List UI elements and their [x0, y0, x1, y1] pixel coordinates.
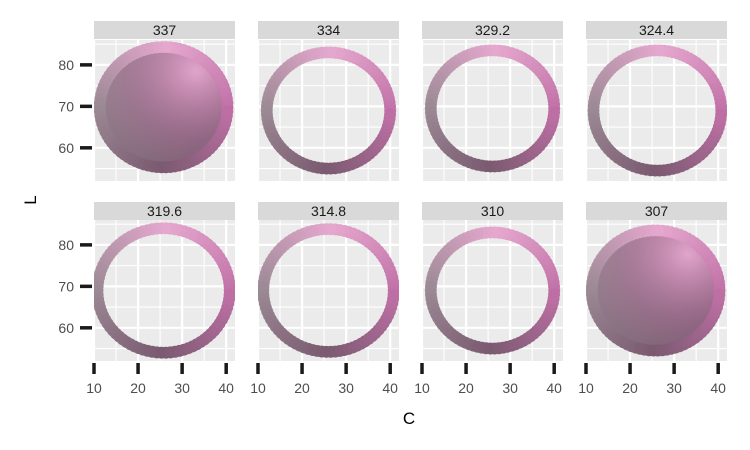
- data-point: [387, 288, 399, 301]
- x-tick-label: 10: [578, 380, 594, 396]
- disk-highlight: [99, 47, 228, 168]
- facet-strip: [422, 21, 563, 39]
- x-axis-title: C: [403, 409, 415, 428]
- disk-highlight: [591, 230, 720, 351]
- y-axis: 60 70 80 60 70 80: [58, 57, 92, 336]
- facet-strip: [586, 202, 727, 220]
- facet-panel: 329.2: [422, 21, 563, 181]
- x-axis: 10 20 30 40 10 20 30 40 10 20 30 40 10 20 30 40: [86, 363, 726, 396]
- x-tick-label: 10: [250, 380, 266, 396]
- facet-panel: 310: [422, 202, 563, 361]
- facet-strip: [258, 202, 399, 220]
- x-tick-label: 10: [414, 380, 430, 396]
- facet-strip-label: 324.4: [639, 22, 674, 38]
- facet-strip-label: 334: [317, 22, 341, 38]
- x-tick-label: 20: [130, 380, 146, 396]
- facet-strip-label: 319.6: [147, 203, 182, 219]
- data-point: [715, 108, 727, 121]
- x-tick-label: 30: [338, 380, 354, 396]
- x-tick-label: 20: [458, 380, 474, 396]
- facet-panel: 314.8: [258, 202, 399, 361]
- ring-points: [424, 44, 561, 173]
- x-tick-label: 40: [710, 380, 726, 396]
- panel-background: [422, 40, 563, 181]
- y-tick-label: 80: [58, 57, 74, 73]
- facet-strip: [94, 21, 235, 39]
- facet-strip: [586, 21, 727, 39]
- x-tick-label: 10: [86, 380, 102, 396]
- y-tick-label: 70: [58, 98, 74, 114]
- ring-points: [94, 41, 234, 174]
- x-tick-label: 30: [174, 380, 190, 396]
- y-tick-label: 60: [58, 140, 74, 156]
- ring-points: [587, 44, 727, 177]
- facet-panel: 334: [258, 21, 399, 181]
- data-point: [548, 106, 560, 119]
- ring-points: [94, 222, 235, 359]
- y-axis-title: L: [21, 195, 40, 204]
- y-tick-label: 70: [58, 278, 74, 294]
- y-tick-label: 80: [58, 237, 74, 253]
- ring-points: [258, 223, 399, 358]
- x-tick-label: 20: [294, 380, 310, 396]
- panel-background: [258, 40, 399, 181]
- ring-points: [424, 226, 561, 355]
- data-point: [221, 105, 234, 118]
- facet-strip: [94, 202, 235, 220]
- facet-strip: [258, 21, 399, 39]
- ring-points: [260, 46, 397, 175]
- y-tick-label: 60: [58, 320, 74, 336]
- facet-strip-label: 310: [481, 203, 505, 219]
- facet-panel: 307: [586, 202, 727, 361]
- data-point: [384, 108, 396, 121]
- data-point: [223, 288, 235, 301]
- data-point: [548, 288, 560, 301]
- data-point: [713, 288, 726, 301]
- facet-panel: 337: [94, 21, 235, 181]
- facet-strip-label: 314.8: [311, 203, 346, 219]
- x-tick-label: 30: [666, 380, 682, 396]
- ring-points: [586, 224, 726, 357]
- panel-background: [586, 40, 727, 181]
- facet-strip-label: 337: [153, 22, 177, 38]
- facet-strip-label: 307: [645, 203, 669, 219]
- facet-strip: [422, 202, 563, 220]
- facet-panels: 337 334 329.2 324.4 319.6 314.8 310 307: [94, 21, 727, 361]
- x-tick-label: 40: [546, 380, 562, 396]
- panel-background: [422, 220, 563, 361]
- panel-background: [258, 220, 399, 361]
- facet-panel: 319.6: [94, 202, 235, 361]
- facet-panel: 324.4: [586, 21, 727, 181]
- x-tick-label: 40: [218, 380, 234, 396]
- facet-strip-label: 329.2: [475, 22, 510, 38]
- x-tick-label: 20: [622, 380, 638, 396]
- x-tick-label: 40: [382, 380, 398, 396]
- x-tick-label: 30: [502, 380, 518, 396]
